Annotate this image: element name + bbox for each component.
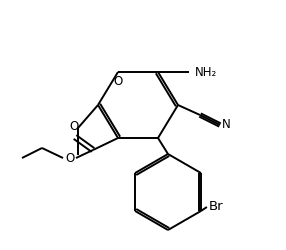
Text: O: O (65, 152, 75, 164)
Text: NH₂: NH₂ (195, 66, 217, 78)
Text: Br: Br (209, 200, 224, 213)
Text: O: O (113, 75, 123, 88)
Text: N: N (222, 118, 231, 132)
Text: O: O (69, 120, 79, 133)
